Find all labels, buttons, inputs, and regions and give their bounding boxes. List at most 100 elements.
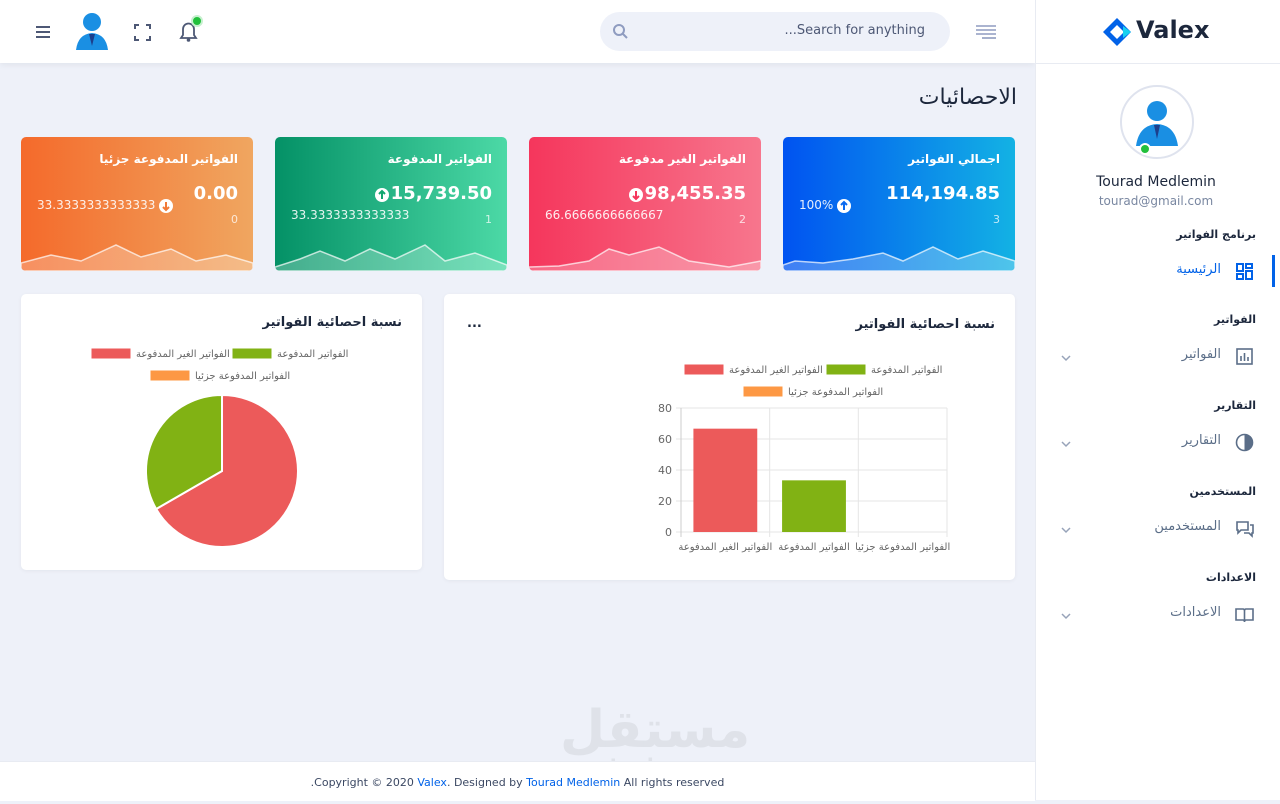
search-icon bbox=[613, 24, 628, 39]
trend-icon bbox=[629, 188, 643, 202]
fullscreen-button[interactable] bbox=[134, 24, 151, 41]
stat-card-percent: 33.3333333333333 bbox=[291, 208, 410, 222]
stat-card: الفواتير المدفوعة جزئيا 0.00 33.3333333333… bbox=[21, 137, 253, 271]
legend-swatch bbox=[149, 369, 191, 382]
search-placeholder: ...Search for anything bbox=[784, 23, 925, 38]
nav-chevron[interactable] bbox=[1060, 352, 1072, 364]
sidebar: Valex Tourad Medlemin tourad@gmail.com ب… bbox=[1035, 0, 1280, 800]
sidebar-divider bbox=[1036, 63, 1280, 64]
charts: نسبة احصائية الفواتير... الفواتير الغير ا… bbox=[90, 315, 995, 553]
y-tick-label: 20 bbox=[658, 495, 672, 508]
nav-active-indicator bbox=[1272, 255, 1275, 287]
stat-card-title: اجمالي الفواتير bbox=[908, 152, 1000, 166]
sparkline bbox=[783, 246, 1015, 271]
stat-card: الفواتير المدفوعة 15,739.50 33.33333333333… bbox=[275, 137, 507, 271]
footer-suffix: All rights reserved bbox=[623, 776, 725, 789]
nav-item-icon bbox=[1236, 521, 1254, 538]
x-tick-label: الفواتير المدفوعة bbox=[778, 542, 849, 553]
stat-card-title: الفواتير الغير مدفوعة bbox=[618, 152, 746, 166]
nav-chevron[interactable] bbox=[1060, 524, 1072, 536]
header-menu-icon[interactable] bbox=[974, 22, 998, 42]
sparkline bbox=[275, 244, 507, 271]
y-tick-label: 80 bbox=[658, 402, 672, 415]
chart-title: نسبة احصائية الفواتير bbox=[854, 317, 995, 332]
nav-section-title: التقارير bbox=[1214, 399, 1256, 412]
footer-brand[interactable]: Valex bbox=[417, 776, 447, 789]
legend-label: الفواتير الغير المدفوعة bbox=[136, 349, 230, 360]
legend-swatch bbox=[825, 363, 867, 376]
user-email: tourad@gmail.com bbox=[1098, 194, 1214, 208]
logo-icon bbox=[1103, 18, 1131, 46]
x-tick-label: الفواتير الغير المدفوعة bbox=[678, 542, 772, 553]
sparkline-area bbox=[783, 246, 1015, 271]
sidebar-nav: برنامج الفواتير الرئيسية الفواتير الفواتير ا… bbox=[1036, 0, 1280, 800]
x-tick-label: الفواتير المدفوعة جزئيا bbox=[855, 542, 950, 553]
nav-item[interactable]: التقارير bbox=[1181, 433, 1221, 448]
header: ...Search for anything bbox=[0, 0, 1035, 63]
stat-card-value: 114,194.85 bbox=[886, 183, 1000, 204]
legend-label: الفواتير المدفوعة جزئيا bbox=[788, 387, 883, 398]
nav-item-icon bbox=[1235, 433, 1254, 452]
chart-menu[interactable]: ... bbox=[467, 316, 482, 331]
nav-section-title: برنامج الفواتير bbox=[1176, 228, 1256, 241]
footer-middle: . Designed by bbox=[446, 776, 523, 789]
user-name: Tourad Medlemin bbox=[1096, 174, 1216, 190]
nav-item[interactable]: الفواتير bbox=[1181, 347, 1221, 362]
watermark-arabic: مستقل bbox=[560, 700, 751, 760]
nav-item[interactable]: الرئيسية bbox=[1176, 262, 1221, 277]
header-avatar[interactable] bbox=[76, 13, 108, 50]
nav-section-title: الفواتير bbox=[1214, 313, 1256, 326]
nav-item[interactable]: المستخدمين bbox=[1154, 519, 1221, 534]
trend-icon bbox=[837, 199, 851, 213]
pie-slice bbox=[154, 393, 299, 548]
nav-section-title: الاعدادات bbox=[1205, 571, 1256, 584]
nav-chevron[interactable] bbox=[1060, 438, 1072, 450]
nav-item-icon bbox=[1236, 348, 1253, 365]
footer-prefix: .Copyright © 2020 bbox=[310, 776, 414, 789]
bar bbox=[693, 428, 758, 532]
logo-text[interactable]: Valex bbox=[1136, 16, 1210, 44]
stat-card-count: 2 bbox=[739, 213, 746, 226]
stat-card-value: 98,455.35 bbox=[644, 183, 746, 204]
nav-item[interactable]: الاعدادات bbox=[1170, 605, 1221, 620]
sparkline-area bbox=[21, 244, 253, 271]
user-avatar bbox=[1120, 85, 1194, 159]
footer-author[interactable]: Tourad Medlemin bbox=[526, 776, 621, 789]
legend-label: الفواتير المدفوعة bbox=[277, 349, 348, 360]
notifications-button[interactable] bbox=[179, 15, 203, 42]
stat-card-percent: 33.3333333333333 bbox=[37, 198, 156, 212]
chart-title: نسبة احصائية الفواتير bbox=[261, 315, 402, 330]
stat-card-value: 15,739.50 bbox=[390, 183, 492, 204]
stat-card-percent: 100% bbox=[799, 198, 834, 212]
sparkline bbox=[21, 244, 253, 271]
y-tick-label: 60 bbox=[658, 433, 672, 446]
y-tick-label: 0 bbox=[665, 526, 672, 539]
header-icons bbox=[36, 13, 203, 50]
trend-icon bbox=[375, 188, 389, 202]
nav-chevron[interactable] bbox=[1060, 610, 1072, 622]
menu-toggle[interactable] bbox=[36, 26, 50, 38]
footer: .Copyright © 2020 Valex. Designed by Tou… bbox=[0, 761, 1035, 801]
legend-swatch bbox=[742, 385, 784, 398]
legend-label: الفواتير المدفوعة جزئيا bbox=[195, 371, 290, 382]
nav-item-icon bbox=[1236, 263, 1253, 280]
sparkline-area bbox=[275, 244, 507, 271]
sparkline-area bbox=[529, 246, 761, 271]
stat-card-value: 0.00 bbox=[193, 183, 238, 204]
stat-card-title: الفواتير المدفوعة جزئيا bbox=[99, 152, 238, 166]
trend-icon bbox=[159, 199, 173, 213]
nav-item-icon bbox=[1235, 608, 1254, 623]
legend-label: الفواتير المدفوعة bbox=[871, 365, 942, 376]
nav-section-title: المستخدمين bbox=[1189, 485, 1256, 498]
y-tick-label: 40 bbox=[658, 464, 672, 477]
stat-card-title: الفواتير المدفوعة bbox=[387, 152, 492, 166]
bar bbox=[782, 480, 846, 532]
search-box[interactable]: ...Search for anything bbox=[600, 12, 950, 51]
legend-label: الفواتير الغير المدفوعة bbox=[729, 365, 823, 376]
legend-swatch bbox=[90, 347, 132, 360]
pie-slice bbox=[145, 393, 223, 511]
stat-card-count: 1 bbox=[485, 213, 492, 226]
page-title: الاحصائيات bbox=[918, 85, 1017, 110]
legend-swatch bbox=[683, 363, 725, 376]
stat-card-percent: 66.6666666666667 bbox=[545, 208, 664, 222]
